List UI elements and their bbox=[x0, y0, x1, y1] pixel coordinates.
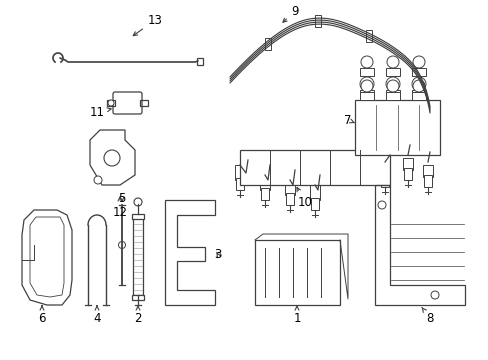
Bar bbox=[132, 214, 143, 219]
Bar bbox=[260, 175, 269, 190]
Bar bbox=[359, 90, 373, 100]
Bar bbox=[309, 185, 319, 200]
Bar bbox=[380, 175, 388, 187]
FancyBboxPatch shape bbox=[113, 92, 142, 114]
Bar bbox=[315, 15, 321, 27]
Bar bbox=[261, 188, 268, 200]
Bar bbox=[264, 38, 270, 50]
Bar bbox=[359, 92, 373, 100]
Circle shape bbox=[386, 56, 398, 68]
Circle shape bbox=[412, 80, 424, 92]
Text: 10: 10 bbox=[296, 188, 312, 208]
Bar bbox=[197, 58, 203, 65]
Circle shape bbox=[94, 176, 102, 184]
Circle shape bbox=[108, 100, 114, 106]
Circle shape bbox=[104, 150, 120, 166]
Text: 8: 8 bbox=[421, 307, 433, 324]
Text: 6: 6 bbox=[38, 306, 46, 324]
Circle shape bbox=[359, 77, 373, 91]
Bar bbox=[240, 150, 389, 185]
Text: 1: 1 bbox=[293, 306, 300, 324]
Bar bbox=[423, 175, 431, 187]
Circle shape bbox=[360, 56, 372, 68]
Bar bbox=[133, 215, 142, 295]
Circle shape bbox=[118, 242, 125, 248]
Circle shape bbox=[385, 77, 399, 91]
Bar bbox=[132, 295, 143, 300]
Circle shape bbox=[412, 56, 424, 68]
Bar bbox=[285, 193, 293, 205]
Text: 7: 7 bbox=[344, 113, 354, 126]
Text: 9: 9 bbox=[283, 5, 298, 22]
Bar bbox=[422, 165, 432, 177]
Circle shape bbox=[430, 291, 438, 299]
Circle shape bbox=[411, 77, 425, 91]
Text: 11: 11 bbox=[89, 105, 111, 118]
Bar bbox=[285, 180, 294, 195]
Bar bbox=[411, 68, 425, 76]
Text: 12: 12 bbox=[112, 197, 127, 219]
Bar bbox=[310, 198, 318, 210]
Bar bbox=[403, 168, 411, 180]
Text: 13: 13 bbox=[133, 14, 162, 36]
Bar bbox=[354, 100, 439, 155]
Circle shape bbox=[386, 80, 398, 92]
Bar bbox=[385, 92, 399, 100]
Bar bbox=[359, 68, 373, 76]
Text: 4: 4 bbox=[93, 306, 101, 324]
Bar bbox=[385, 90, 399, 100]
Bar bbox=[385, 68, 399, 76]
Bar bbox=[236, 178, 244, 190]
Bar bbox=[254, 240, 339, 305]
Text: 3: 3 bbox=[214, 248, 221, 261]
Bar bbox=[366, 31, 371, 42]
Bar bbox=[411, 92, 425, 100]
Bar bbox=[402, 158, 412, 170]
Bar bbox=[235, 165, 244, 180]
Bar bbox=[379, 165, 389, 177]
Text: 5: 5 bbox=[118, 192, 125, 204]
Text: 2: 2 bbox=[134, 306, 142, 324]
Circle shape bbox=[377, 201, 385, 209]
Bar bbox=[411, 90, 425, 100]
Circle shape bbox=[134, 198, 142, 206]
Circle shape bbox=[360, 80, 372, 92]
